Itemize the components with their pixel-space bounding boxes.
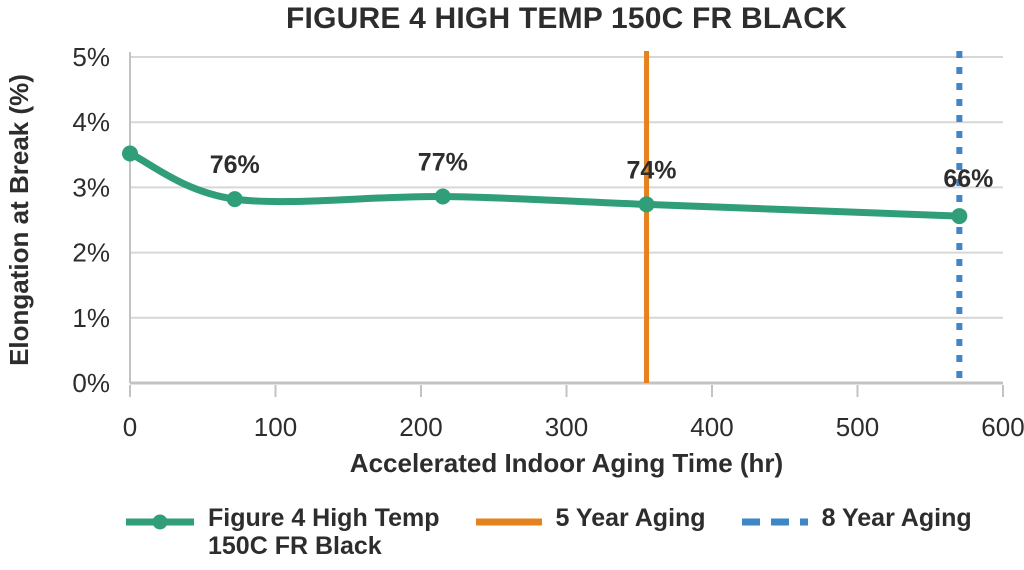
legend-item-8-year-aging: 8 Year Aging <box>741 504 972 532</box>
legend-item-series: Figure 4 High Temp 150C FR Black <box>126 504 440 560</box>
x-tick-label-300: 300 <box>545 412 588 442</box>
plot-area: 0% 1% 2% 3% 4% 5% 0 100 200 300 400 500 600 76% 77% 74%… <box>72 42 1024 442</box>
line-with-dot-glyph <box>152 514 168 530</box>
x-tick-label-200: 200 <box>399 412 442 442</box>
x-tick-label-0: 0 <box>123 412 137 442</box>
chart-title: FIGURE 4 HIGH TEMP 150C FR BLACK <box>286 2 847 35</box>
x-tick-label-100: 100 <box>254 412 297 442</box>
y-tick-label-4: 4% <box>72 107 110 137</box>
y-tick-label-3: 3% <box>72 172 110 202</box>
y-tick-label-5: 5% <box>72 42 110 72</box>
legend-label: 5 Year Aging <box>555 504 706 532</box>
legend-label: 8 Year Aging <box>821 504 972 532</box>
legend: Figure 4 High Temp 150C FR Black 5 Year … <box>126 504 972 560</box>
y-tick-label-2: 2% <box>72 238 110 268</box>
series-line <box>126 149 963 220</box>
data-point-215 <box>434 188 451 205</box>
legend-item-5-year-aging: 5 Year Aging <box>475 504 706 532</box>
x-tick-label-500: 500 <box>836 412 879 442</box>
data-point-label: 66% <box>943 165 993 193</box>
data-point-0 <box>122 145 138 162</box>
data-point-355 <box>638 196 655 213</box>
data-point-570 <box>951 208 968 225</box>
legend-marker-line-with-dot-icon <box>126 514 194 530</box>
x-tick-label-400: 400 <box>690 412 733 442</box>
legend-marker-solid-line-icon <box>475 518 542 526</box>
data-point-label: 74% <box>627 156 677 184</box>
x-axis-title: Accelerated Indoor Aging Time (hr) <box>349 448 784 478</box>
data-point-label: 77% <box>418 149 468 177</box>
legend-marker-dashed-line-icon <box>741 518 808 526</box>
legend-label-line: Figure 4 High Temp <box>208 504 440 532</box>
data-point-label: 76% <box>210 151 260 179</box>
y-tick-label-0: 0% <box>72 368 110 398</box>
legend-label: Figure 4 High Temp 150C FR Black <box>208 504 440 560</box>
y-tick-label-1: 1% <box>72 303 110 333</box>
data-point-72 <box>226 191 243 208</box>
x-tick-label-600: 600 <box>981 412 1024 442</box>
legend-label-line: 150C FR Black <box>208 532 382 560</box>
